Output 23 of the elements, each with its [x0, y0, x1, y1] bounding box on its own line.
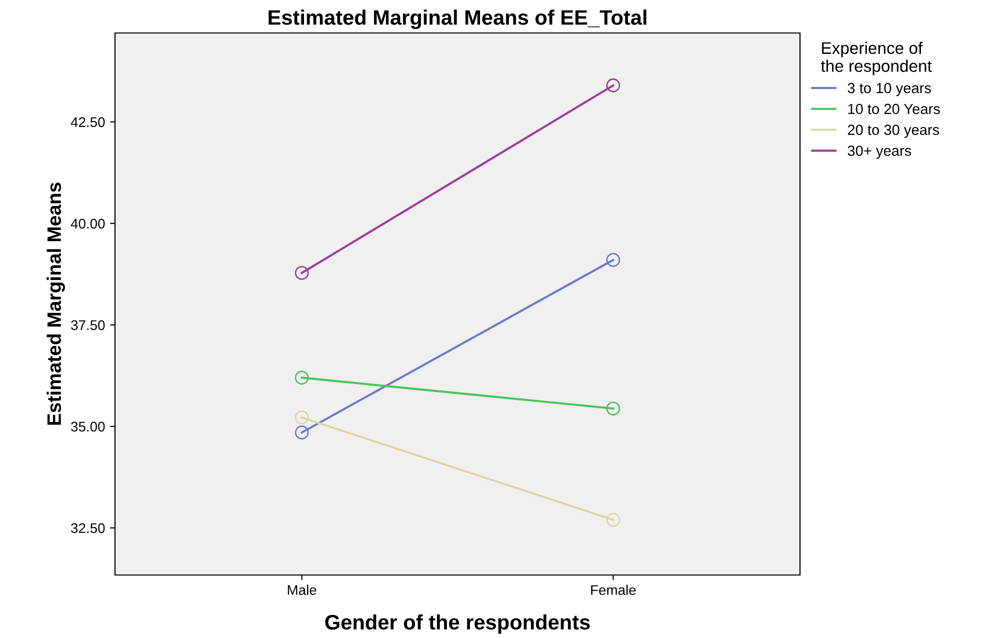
- point: [294, 266, 309, 280]
- point: [294, 426, 309, 440]
- x-axis-title: Gender of the respondents: [325, 614, 590, 634]
- y-tick-label: 37.50: [71, 320, 105, 330]
- legend-label: 20 to 30 years: [848, 124, 940, 138]
- legend-label: 30+ years: [848, 146, 912, 159]
- point: [606, 402, 620, 416]
- y-tick-label: 40.00: [70, 218, 105, 229]
- legend-label: 3 to 10 years: [848, 82, 931, 96]
- chart-title: Estimated Marginal Means of EE_Total: [268, 10, 646, 30]
- y-axis-title: Estimated Marginal Means: [46, 182, 65, 425]
- point: [606, 78, 620, 92]
- x-tick-label: Female: [591, 584, 636, 595]
- point: [294, 410, 309, 424]
- legend-title: Experience of the respondent: [820, 42, 932, 76]
- point: [606, 253, 620, 267]
- legend-label: 10 to 20 Years: [848, 104, 940, 114]
- y-tick-label: 32.50: [71, 523, 105, 534]
- point: [294, 370, 309, 385]
- point: [606, 512, 620, 527]
- x-tick-label: Male: [288, 584, 316, 595]
- y-tick-label: 35.00: [71, 422, 105, 432]
- y-tick-label: 42.50: [70, 117, 105, 128]
